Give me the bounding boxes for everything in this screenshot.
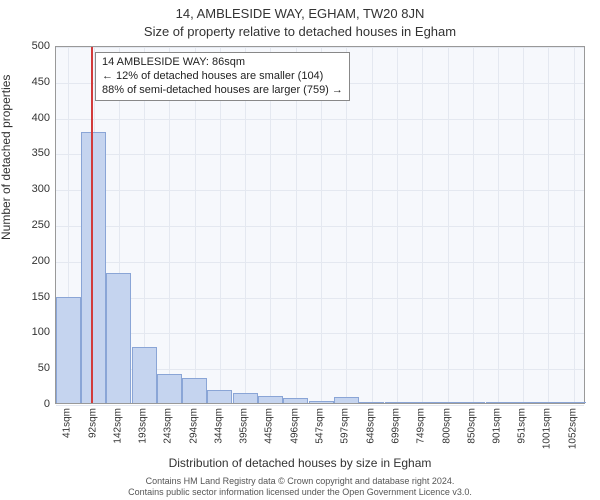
xtick-label: 547sqm [315, 404, 326, 444]
histogram-bar [385, 402, 410, 403]
footer-line1: Contains HM Land Registry data © Crown c… [0, 476, 600, 487]
xtick-label: 951sqm [517, 404, 528, 444]
gridline-h [56, 298, 584, 299]
annotation-line1: 14 AMBLESIDE WAY: 86sqm [102, 56, 343, 70]
xtick-label: 243sqm [163, 404, 174, 444]
annotation-line2: ← 12% of detached houses are smaller (10… [102, 70, 343, 84]
histogram-bar [334, 397, 359, 403]
histogram-bar [536, 402, 561, 403]
gridline-v [473, 47, 474, 403]
xtick-label: 597sqm [340, 404, 351, 444]
chart-container: 14, AMBLESIDE WAY, EGHAM, TW20 8JN Size … [0, 0, 600, 500]
xtick-label: 142sqm [112, 404, 123, 444]
xtick-label: 445sqm [264, 404, 275, 444]
ytick-label: 250 [32, 219, 55, 231]
histogram-bar [460, 402, 485, 403]
y-axis-label: Number of detached properties [0, 75, 13, 240]
histogram-bar [207, 390, 232, 403]
histogram-bar [561, 402, 586, 403]
xtick-label: 1052sqm [567, 404, 578, 449]
gridline-h [56, 333, 584, 334]
ytick-label: 50 [38, 362, 55, 374]
gridline-v [498, 47, 499, 403]
gridline-v [574, 47, 575, 403]
annotation-line3: 88% of semi-detached houses are larger (… [102, 84, 343, 98]
gridline-h [56, 226, 584, 227]
ytick-label: 200 [32, 255, 55, 267]
ytick-label: 100 [32, 326, 55, 338]
histogram-bar [81, 132, 106, 403]
gridline-v [372, 47, 373, 403]
ytick-label: 0 [44, 398, 55, 410]
histogram-bar [106, 273, 131, 403]
ytick-label: 150 [32, 291, 55, 303]
histogram-bar [410, 402, 435, 403]
xtick-label: 699sqm [391, 404, 402, 444]
gridline-h [56, 47, 584, 48]
xtick-label: 92sqm [87, 404, 98, 438]
histogram-bar [309, 401, 334, 403]
plot-area: 14 AMBLESIDE WAY: 86sqm ← 12% of detache… [55, 46, 585, 404]
annotation-box: 14 AMBLESIDE WAY: 86sqm ← 12% of detache… [95, 52, 350, 101]
ytick-label: 500 [32, 40, 55, 52]
gridline-h [56, 154, 584, 155]
histogram-bar [283, 398, 308, 403]
histogram-bar [182, 378, 207, 403]
xtick-label: 41sqm [62, 404, 73, 438]
gridline-h [56, 262, 584, 263]
gridline-v [397, 47, 398, 403]
histogram-bar [359, 402, 384, 403]
histogram-bar [435, 402, 460, 403]
property-marker-line [91, 47, 93, 403]
footer: Contains HM Land Registry data © Crown c… [0, 476, 600, 498]
footer-line2: Contains public sector information licen… [0, 487, 600, 498]
gridline-h [56, 190, 584, 191]
histogram-bar [258, 396, 283, 403]
gridline-v [422, 47, 423, 403]
histogram-bar [56, 297, 81, 403]
ytick-label: 400 [32, 112, 55, 124]
histogram-bar [132, 347, 157, 403]
histogram-bar [157, 374, 182, 403]
title-subtitle: Size of property relative to detached ho… [0, 24, 600, 39]
gridline-v [448, 47, 449, 403]
histogram-bar [233, 393, 258, 403]
x-axis-label: Distribution of detached houses by size … [0, 456, 600, 470]
title-address: 14, AMBLESIDE WAY, EGHAM, TW20 8JN [0, 6, 600, 21]
xtick-label: 294sqm [188, 404, 199, 444]
histogram-bar [511, 402, 536, 403]
xtick-label: 648sqm [365, 404, 376, 444]
gridline-v [548, 47, 549, 403]
xtick-label: 1001sqm [542, 404, 553, 449]
xtick-label: 344sqm [213, 404, 224, 444]
xtick-label: 193sqm [138, 404, 149, 444]
ytick-label: 350 [32, 147, 55, 159]
xtick-label: 901sqm [492, 404, 503, 444]
ytick-label: 450 [32, 76, 55, 88]
xtick-label: 800sqm [441, 404, 452, 444]
gridline-h [56, 119, 584, 120]
ytick-label: 300 [32, 183, 55, 195]
xtick-label: 395sqm [239, 404, 250, 444]
xtick-label: 850sqm [466, 404, 477, 444]
xtick-label: 496sqm [289, 404, 300, 444]
gridline-v [523, 47, 524, 403]
histogram-bar [486, 402, 511, 403]
xtick-label: 749sqm [416, 404, 427, 444]
